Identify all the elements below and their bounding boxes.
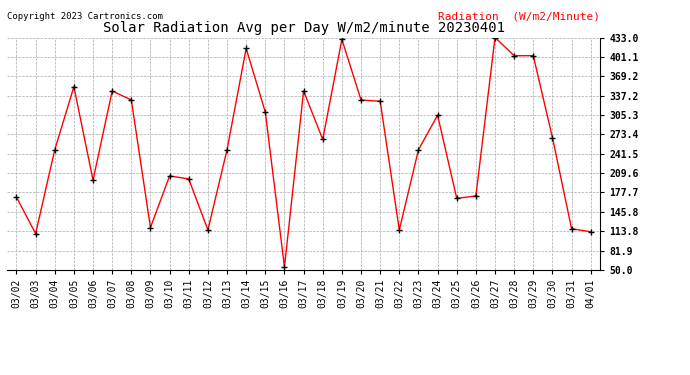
Text: Copyright 2023 Cartronics.com: Copyright 2023 Cartronics.com [7,12,163,21]
Text: Radiation  (W/m2/Minute): Radiation (W/m2/Minute) [438,11,600,21]
Title: Solar Radiation Avg per Day W/m2/minute 20230401: Solar Radiation Avg per Day W/m2/minute … [103,21,504,35]
